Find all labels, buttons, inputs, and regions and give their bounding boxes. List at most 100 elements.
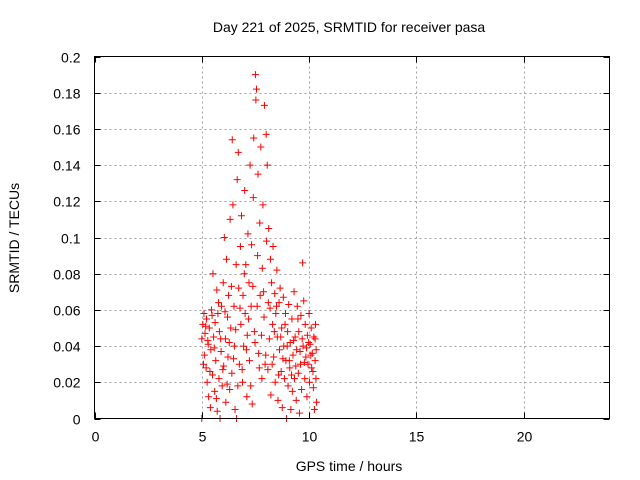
data-point bbox=[209, 371, 217, 379]
data-point bbox=[299, 259, 307, 267]
data-point bbox=[285, 357, 293, 365]
data-point bbox=[221, 308, 229, 316]
data-point bbox=[275, 371, 283, 379]
data-point bbox=[291, 333, 299, 341]
data-point bbox=[201, 329, 209, 337]
data-point bbox=[258, 264, 266, 272]
data-point bbox=[230, 342, 238, 350]
data-point bbox=[267, 391, 275, 399]
data-point bbox=[198, 335, 206, 343]
data-point bbox=[237, 320, 245, 328]
data-point bbox=[219, 279, 227, 287]
data-point bbox=[253, 85, 261, 93]
data-point bbox=[264, 299, 272, 307]
data-point bbox=[294, 369, 302, 377]
data-point bbox=[200, 351, 208, 359]
data-point bbox=[252, 96, 260, 104]
data-point bbox=[225, 291, 233, 299]
data-point bbox=[205, 324, 213, 332]
data-point bbox=[265, 224, 273, 232]
data-point bbox=[272, 310, 280, 318]
data-point bbox=[260, 288, 268, 296]
data-point bbox=[309, 367, 317, 375]
data-point bbox=[257, 331, 265, 339]
data-point bbox=[208, 311, 216, 319]
data-point bbox=[240, 342, 248, 350]
data-point bbox=[241, 310, 249, 318]
data-point bbox=[307, 351, 315, 359]
data-point bbox=[312, 320, 320, 328]
data-point bbox=[228, 136, 236, 144]
data-point bbox=[232, 326, 240, 334]
y-axis-label: SRMTID / TECUs bbox=[6, 183, 22, 293]
data-point bbox=[202, 322, 210, 330]
data-point bbox=[226, 386, 234, 394]
data-point bbox=[244, 230, 252, 238]
data-point bbox=[310, 405, 318, 413]
data-point bbox=[277, 367, 285, 375]
data-point bbox=[281, 320, 289, 328]
data-point bbox=[247, 382, 255, 390]
data-point bbox=[238, 366, 246, 374]
data-point bbox=[254, 170, 262, 178]
x-tick-label: 5 bbox=[199, 429, 207, 445]
data-point bbox=[232, 261, 240, 269]
data-point bbox=[266, 255, 274, 263]
data-point bbox=[293, 346, 301, 354]
data-point bbox=[220, 234, 228, 241]
data-point bbox=[224, 313, 232, 321]
data-point bbox=[215, 375, 223, 383]
data-point bbox=[312, 375, 320, 383]
chart-title: Day 221 of 2025, SRMTID for receiver pas… bbox=[213, 19, 486, 35]
data-point bbox=[227, 282, 235, 290]
data-point bbox=[268, 360, 276, 368]
data-point bbox=[269, 243, 277, 251]
data-point bbox=[306, 378, 314, 386]
data-point bbox=[271, 378, 279, 386]
data-point bbox=[235, 284, 243, 292]
data-point bbox=[306, 340, 314, 348]
data-point bbox=[272, 302, 280, 310]
data-point bbox=[285, 300, 293, 308]
data-point bbox=[204, 337, 212, 345]
data-point bbox=[255, 364, 263, 372]
data-point bbox=[211, 387, 219, 395]
data-point bbox=[289, 351, 297, 359]
data-point bbox=[266, 304, 274, 312]
data-point bbox=[213, 286, 221, 294]
data-point bbox=[299, 342, 307, 350]
data-point bbox=[293, 302, 301, 310]
data-point bbox=[313, 398, 321, 406]
data-point bbox=[308, 349, 316, 357]
data-point bbox=[303, 331, 311, 339]
data-point bbox=[257, 143, 265, 151]
data-point bbox=[233, 176, 241, 184]
data-point bbox=[262, 130, 270, 138]
data-point bbox=[218, 302, 226, 310]
x-axis-label: GPS time / hours bbox=[296, 458, 403, 474]
data-point bbox=[276, 284, 284, 292]
data-point bbox=[270, 328, 278, 336]
data-point bbox=[235, 360, 243, 368]
data-point bbox=[205, 393, 213, 401]
data-point bbox=[219, 366, 227, 374]
data-point bbox=[308, 364, 316, 372]
y-tick-label: 0.08 bbox=[53, 267, 80, 283]
data-point bbox=[248, 400, 256, 408]
data-point bbox=[222, 255, 230, 263]
data-point bbox=[262, 351, 270, 359]
data-point bbox=[202, 364, 210, 372]
data-point bbox=[249, 282, 257, 290]
axis-ticks: 0 5 10 15 20 0 0.02 0.04 0.06 0.08 0.1 0.12 0.14 0.16… bbox=[53, 50, 610, 445]
data-point bbox=[263, 161, 271, 169]
data-point bbox=[230, 355, 238, 363]
data-point bbox=[239, 291, 247, 299]
x-tick-label: 0 bbox=[92, 429, 100, 445]
data-point bbox=[274, 396, 282, 404]
data-point bbox=[301, 320, 309, 328]
data-point bbox=[290, 375, 298, 383]
data-point bbox=[303, 344, 311, 352]
data-point bbox=[243, 393, 251, 401]
data-point bbox=[211, 319, 219, 327]
